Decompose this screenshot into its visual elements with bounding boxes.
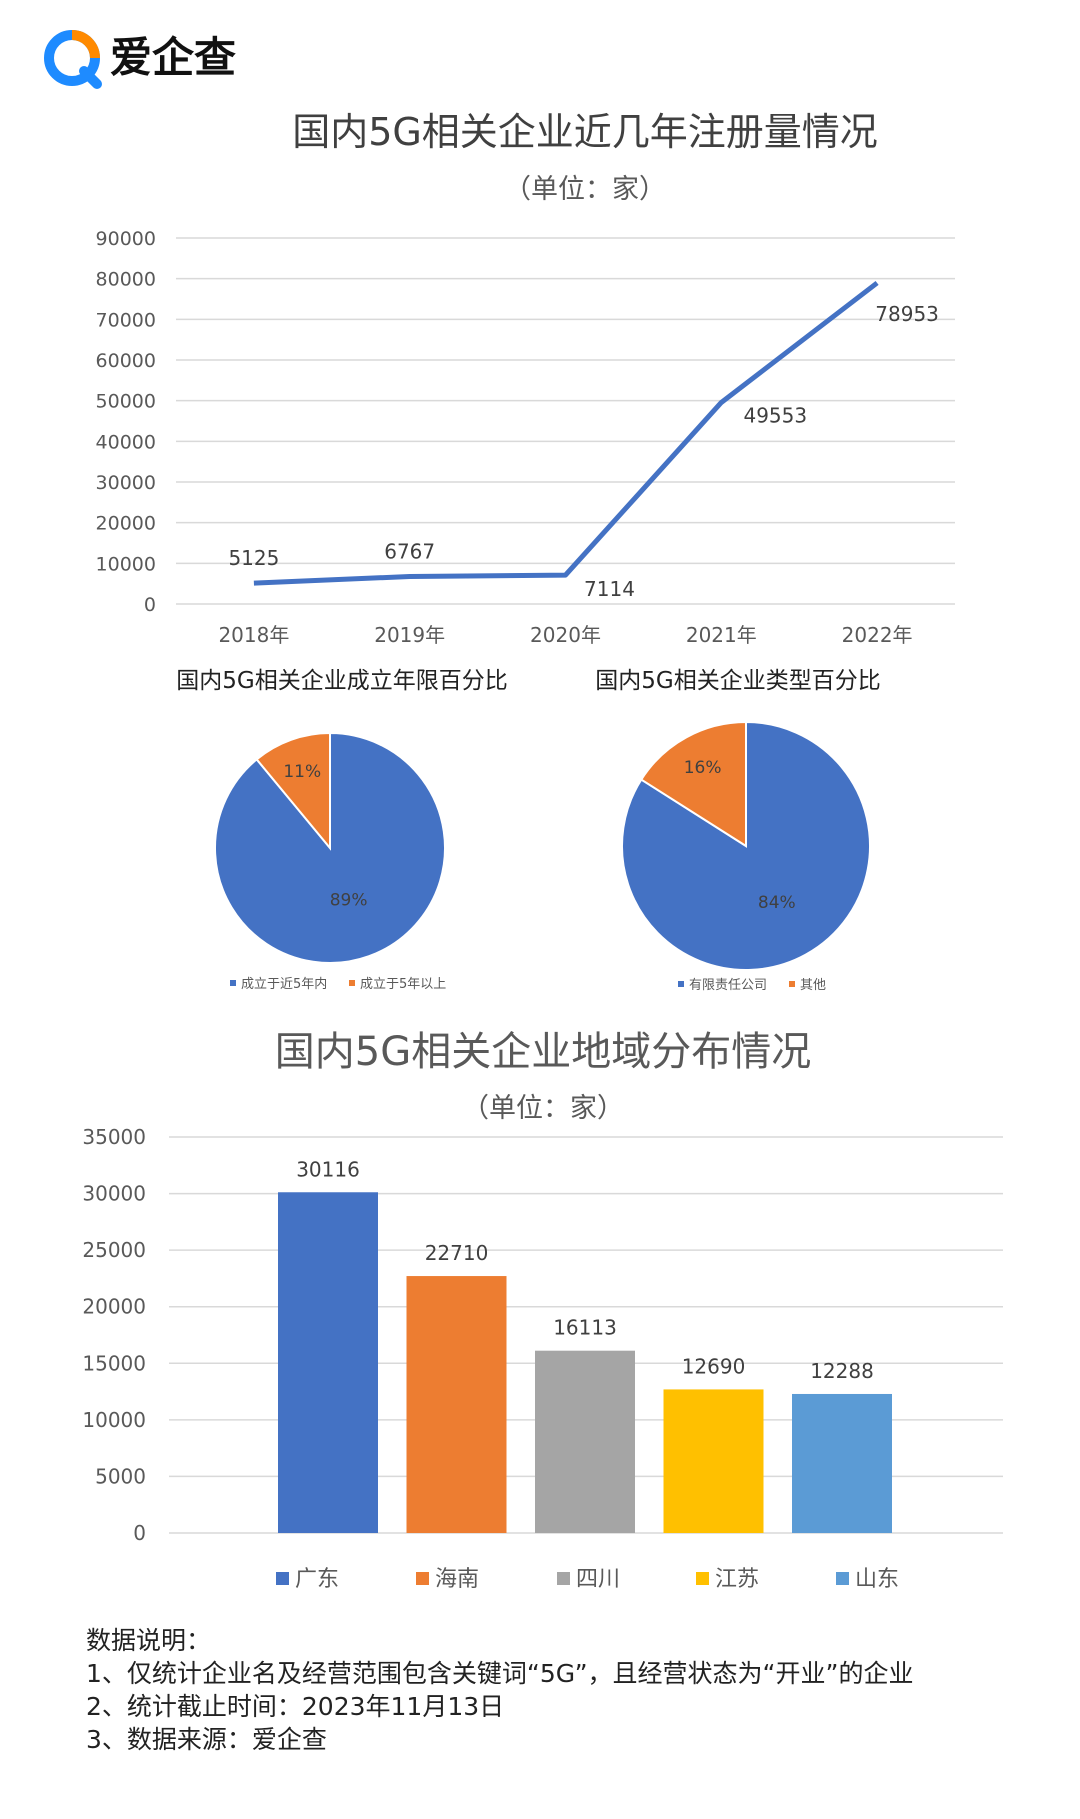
pie-slice (255, 731, 331, 851)
legend-label: 江苏 (715, 1567, 759, 1592)
pie-chart-type-labels: 84% 16% (684, 758, 796, 913)
pie-slice (639, 720, 747, 848)
bar-chart-y-tick-label: 15000 (82, 1351, 146, 1375)
bar-data-label: 30116 (296, 1157, 360, 1181)
line-chart-y-tick-label: 70000 (96, 309, 156, 331)
brand-name: 爱企查 (110, 33, 236, 82)
legend-label: 成立于近5年内 (241, 976, 327, 992)
line-chart-y-axis: 0 10000 20000 30000 40000 50000 60000 70000 8000… (96, 228, 156, 616)
legend-swatch (557, 1572, 570, 1585)
legend-label: 四川 (576, 1567, 620, 1592)
pie-chart-type-legend: 有限责任公司 其他 (678, 978, 826, 993)
bar-chart-y-tick-label: 5000 (95, 1464, 146, 1488)
legend-swatch (416, 1572, 429, 1585)
line-chart-gridlines (176, 237, 955, 605)
bar-chart-y-tick-label: 25000 (82, 1238, 146, 1262)
legend-swatch (789, 981, 795, 987)
bar-chart-y-tick-label: 20000 (82, 1295, 146, 1319)
data-notes: 数据说明： 1、仅统计企业名及经营范围包含关键词“5G”，且经营状态为“开业”的… (86, 1624, 1066, 1756)
line-chart-y-tick-label: 10000 (96, 553, 156, 575)
legend-label: 其他 (800, 978, 826, 993)
bar (278, 1192, 378, 1533)
bar-chart-legend: 广东 海南 四川 江苏 山东 (276, 1567, 899, 1592)
line-chart-y-tick-label: 30000 (96, 472, 156, 494)
line-chart-y-tick-label: 90000 (96, 228, 156, 250)
legend-swatch (276, 1572, 289, 1585)
line-chart-y-tick-label: 60000 (96, 350, 156, 372)
pie-slice-label: 89% (330, 891, 368, 911)
bar-chart-y-axis: 0 5000 10000 15000 20000 25000 30000 35000 (82, 1125, 146, 1545)
line-chart-x-tick-label: 2018年 (218, 623, 289, 647)
bar (406, 1276, 507, 1533)
bar-chart-title: 国内5G相关企业地域分布情况 (275, 1029, 811, 1075)
pie-chart-age-labels: 89% 11% (283, 762, 367, 911)
pie-chart-age-title: 国内5G相关企业成立年限百分比 (176, 668, 507, 694)
line-chart-x-tick-label: 2020年 (530, 623, 601, 647)
line-chart-data-label: 78953 (875, 302, 939, 326)
line-chart-x-tick-label: 2021年 (686, 623, 757, 647)
line-chart-data-label: 7114 (584, 577, 635, 601)
legend-swatch (678, 981, 684, 987)
magnifier-logo-icon (44, 30, 102, 89)
pie-chart-age-legend: 成立于近5年内 成立于5年以上 (230, 976, 446, 992)
line-chart-y-tick-label: 20000 (96, 513, 156, 535)
line-chart-x-tick-label: 2019年 (374, 623, 445, 647)
pie-slice-label: 84% (758, 893, 796, 913)
line-chart-y-tick-label: 0 (144, 594, 156, 616)
line-chart-y-tick-label: 50000 (96, 391, 156, 413)
note-line-2: 2、统计截止时间：2023年11月13日 (86, 1692, 505, 1721)
legend-swatch (696, 1572, 709, 1585)
line-chart-title: 国内5G相关企业近几年注册量情况 (292, 110, 878, 154)
pie-slice-label: 11% (283, 762, 321, 782)
line-chart-subtitle: （单位：家） (504, 174, 666, 205)
bar-chart-y-tick-label: 35000 (82, 1125, 146, 1149)
line-chart-data-label: 5125 (228, 546, 279, 570)
bar-chart-y-tick-label: 10000 (82, 1408, 146, 1432)
brand-logo: 爱企查 (44, 30, 236, 89)
line-chart-x-axis: 2018年 2019年 2020年 2021年 2022年 (218, 623, 912, 647)
pie-chart-type: 国内5G相关企业类型百分比 84% 16% 有限责任公司 其他 (595, 668, 880, 993)
line-chart-data-labels: 5125 6767 7114 49553 78953 (228, 302, 938, 601)
pie-chart-age-slices (214, 731, 446, 964)
line-chart-x-tick-label: 2022年 (842, 623, 913, 647)
legend-label: 山东 (855, 1567, 899, 1592)
bar (663, 1389, 764, 1533)
bar-data-label: 16113 (553, 1316, 617, 1340)
bar-data-label: 12690 (682, 1354, 746, 1378)
bar-chart-subtitle: （单位：家） (462, 1093, 624, 1124)
pie-chart-type-title: 国内5G相关企业类型百分比 (595, 668, 880, 694)
bar-chart-data-labels: 30116 22710 16113 12690 12288 (296, 1157, 874, 1383)
legend-label: 广东 (295, 1567, 339, 1592)
pie-chart-type-slices (621, 720, 871, 971)
note-line-3: 3、数据来源：爱企查 (86, 1725, 327, 1754)
legend-swatch (230, 980, 236, 986)
legend-label: 成立于5年以上 (360, 977, 446, 992)
bar-data-label: 22710 (425, 1241, 489, 1265)
line-chart-data-label: 6767 (384, 539, 435, 563)
legend-swatch (349, 980, 355, 986)
pie-chart-age: 国内5G相关企业成立年限百分比 89% 11% 成立于近5年内 成立于5年以上 (176, 668, 507, 992)
line-chart-y-tick-label: 40000 (96, 431, 156, 453)
line-chart-series-line (253, 280, 879, 586)
bar-data-label: 12288 (810, 1359, 874, 1383)
pie-slice-label: 16% (684, 758, 722, 778)
line-chart: 国内5G相关企业近几年注册量情况 （单位：家） 0 10000 20000 30000… (96, 110, 955, 647)
bar-chart-y-tick-label: 30000 (82, 1182, 146, 1206)
note-line-1: 1、仅统计企业名及经营范围包含关键词“5G”，且经营状态为“开业”的企业 (86, 1659, 914, 1688)
line-chart-series (253, 280, 879, 586)
legend-label: 有限责任公司 (689, 978, 767, 993)
legend-label: 海南 (435, 1567, 479, 1592)
line-chart-data-label: 49553 (743, 403, 807, 427)
line-chart-y-tick-label: 80000 (96, 269, 156, 291)
bar (535, 1350, 635, 1533)
legend-swatch (836, 1572, 849, 1585)
bar-chart-y-tick-label: 0 (133, 1521, 146, 1545)
bar-chart: 国内5G相关企业地域分布情况 （单位：家） 0 5000 10000 15000 200… (82, 1029, 1003, 1592)
notes-heading: 数据说明： (86, 1626, 212, 1655)
bar (792, 1393, 892, 1533)
bar-chart-bars (278, 1192, 892, 1533)
